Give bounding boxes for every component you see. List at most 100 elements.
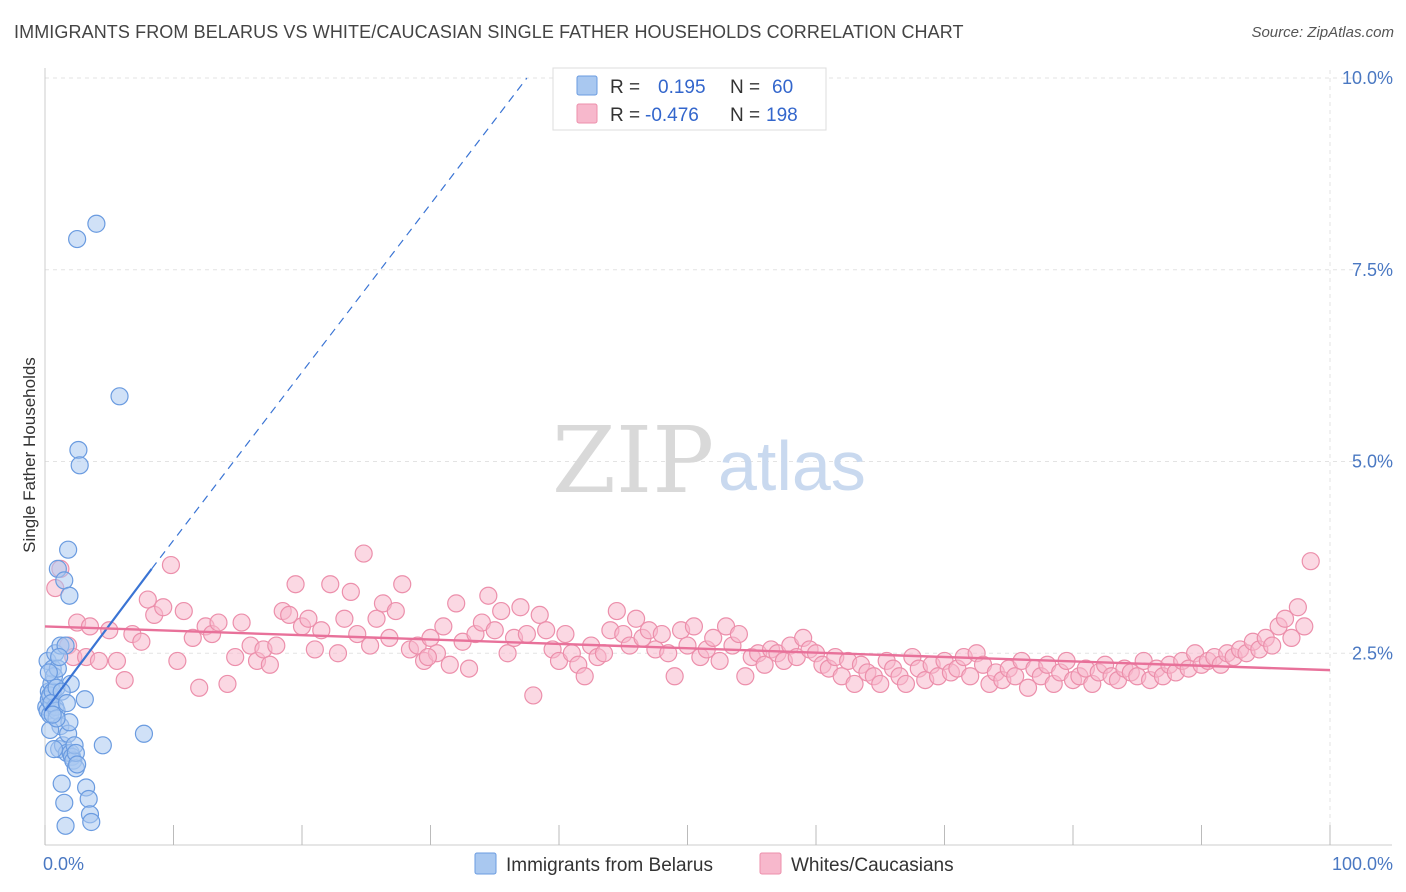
chart-title: IMMIGRANTS FROM BELARUS VS WHITE/CAUCASI… [14, 22, 964, 42]
point-whites-192 [418, 647, 438, 667]
point-whites-190 [1295, 617, 1314, 636]
point-whites-41 [335, 609, 354, 628]
point-whites-39 [321, 575, 340, 594]
point-belarus-22 [55, 793, 74, 812]
point-whites-17 [168, 651, 187, 671]
point-whites-63 [479, 586, 498, 605]
point-whites-69 [517, 624, 536, 644]
point-whites-95 [684, 617, 704, 636]
correlation-legend: R = 0.195 N = 60 R = -0.476 N = 198 [552, 67, 827, 131]
point-whites-40 [328, 644, 348, 663]
point-whites-68 [511, 598, 530, 617]
point-whites-189 [1288, 598, 1307, 617]
point-whites-98 [704, 628, 723, 648]
legend-r-label-pink: R = [610, 105, 640, 126]
point-whites-188 [1282, 628, 1301, 648]
point-whites-37 [305, 640, 324, 659]
point-belarus-25 [56, 816, 75, 835]
point-whites-90 [652, 624, 671, 644]
watermark-atlas: atlas [718, 427, 866, 505]
legend-n-label-blue: N = [730, 77, 760, 98]
point-belarus-59 [57, 694, 76, 713]
point-whites-19 [183, 628, 202, 648]
point-whites-36 [299, 609, 318, 628]
point-belarus-38 [68, 755, 87, 774]
point-belarus-56 [39, 663, 58, 682]
y-tick-label-3: 10.0% [1342, 68, 1393, 88]
series-legend: Immigrants from Belarus Whites/Caucasian… [474, 852, 954, 876]
point-whites-71 [530, 605, 549, 625]
point-whites-46 [367, 609, 386, 628]
point-whites-145 [1006, 667, 1025, 686]
point-whites-9 [107, 651, 127, 671]
point-whites-185 [1263, 636, 1282, 655]
point-whites-56 [434, 617, 453, 636]
point-belarus-57 [43, 705, 62, 724]
point-whites-72 [537, 621, 556, 640]
point-whites-147 [1018, 678, 1038, 697]
source-label: Source: ZipAtlas.com [1251, 24, 1394, 41]
point-whites-58 [447, 594, 466, 613]
x-tick-label-0: 0.0% [43, 854, 84, 874]
point-whites-103 [736, 667, 755, 686]
x-tick-labels: 0.0% 100.0% [43, 854, 1393, 874]
point-whites-34 [286, 575, 305, 594]
point-whites-99 [710, 651, 729, 671]
legend-r-label-blue: R = [610, 77, 640, 98]
point-whites-25 [226, 647, 245, 667]
point-belarus-52 [44, 740, 64, 759]
legend-n-label-pink: N = [730, 105, 760, 126]
point-whites-128 [896, 674, 916, 694]
point-whites-24 [218, 674, 237, 694]
trend-whites [44, 625, 1331, 672]
trend-belarus-extension [151, 77, 528, 570]
point-belarus-55 [50, 647, 69, 667]
point-whites-60 [459, 659, 479, 678]
point-belarus-44 [79, 789, 98, 809]
watermark-zip: ZIP [552, 407, 714, 514]
point-whites-6 [80, 617, 100, 636]
series-whites-caucasians [46, 544, 1320, 705]
point-belarus-39 [68, 229, 87, 249]
legend-swatch-blue [576, 75, 598, 96]
point-whites-26 [232, 613, 251, 632]
point-whites-124 [871, 674, 890, 694]
point-belarus-30 [60, 586, 79, 605]
point-whites-33 [280, 605, 299, 625]
point-whites-44 [354, 544, 373, 563]
point-whites-138 [961, 667, 980, 686]
x-tick-label-1: 100.0% [1332, 854, 1393, 874]
point-belarus-23 [55, 571, 74, 590]
point-whites-12 [132, 632, 151, 651]
point-belarus-47 [87, 214, 106, 233]
series-immigrants-from-belarus [37, 214, 154, 835]
point-whites-50 [393, 575, 412, 594]
point-whites-75 [556, 624, 575, 644]
point-whites-10 [115, 670, 134, 690]
y-tick-labels: 2.5% 5.0% 7.5% 10.0% [1342, 68, 1393, 663]
legend-r-value-pink: -0.476 [645, 105, 699, 126]
point-belarus-42 [75, 690, 94, 709]
point-belarus-50 [134, 724, 154, 743]
legend-n-value-blue: 60 [772, 77, 793, 98]
bottom-legend-label-blue: Immigrants from Belarus [506, 855, 713, 876]
point-whites-83 [607, 601, 626, 621]
y-tick-label-0: 2.5% [1352, 643, 1393, 663]
point-belarus-20 [52, 774, 71, 793]
point-whites-31 [267, 636, 286, 655]
point-whites-66 [498, 644, 517, 663]
point-whites-81 [594, 644, 614, 663]
point-whites-191 [1301, 552, 1320, 571]
point-whites-15 [154, 598, 173, 617]
point-whites-13 [138, 590, 157, 609]
trend-lines [44, 77, 1331, 712]
point-whites-92 [665, 667, 684, 686]
point-whites-23 [209, 613, 228, 632]
point-whites-7 [89, 651, 109, 671]
point-belarus-46 [82, 812, 101, 832]
point-belarus-48 [93, 736, 112, 755]
point-whites-91 [659, 644, 678, 663]
point-whites-49 [386, 601, 405, 621]
point-whites-187 [1275, 609, 1295, 628]
